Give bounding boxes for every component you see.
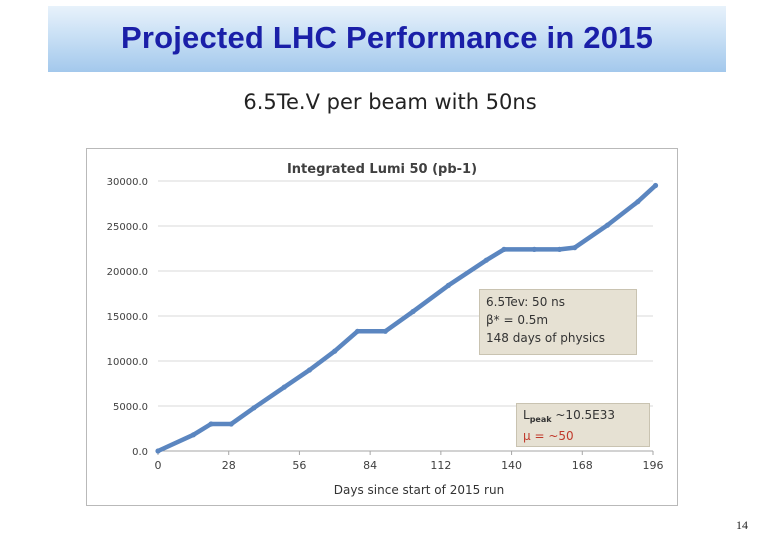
pileup-line: μ = ~50 (523, 429, 574, 443)
page-number: 14 (736, 518, 748, 532)
peak-luminosity-line: Lpeak ~10.5E33 (523, 407, 643, 428)
data-point (281, 384, 287, 390)
x-tick-label: 112 (430, 459, 451, 472)
data-point (501, 246, 507, 252)
chart-series (155, 182, 659, 454)
data-point (306, 367, 313, 373)
data-point (208, 421, 214, 427)
data-point (410, 308, 416, 315)
data-point (531, 246, 537, 252)
x-tick-label: 168 (572, 459, 593, 472)
x-tick-label: 140 (501, 459, 522, 472)
x-tick-label: 196 (643, 459, 664, 472)
data-point (332, 348, 338, 354)
slide-title: Projected LHC Performance in 2015 (120, 20, 654, 55)
y-tick-label: 25000.0 (107, 222, 148, 233)
x-tick-label: 0 (155, 459, 162, 472)
data-point (251, 405, 257, 411)
data-point (190, 432, 196, 438)
y-tick-label: 5000.0 (113, 402, 148, 413)
x-tick-label: 56 (292, 459, 306, 472)
beam-config-annotation: 6.5Tev: 50 ns β* = 0.5m 148 days of phys… (479, 289, 637, 355)
data-point (604, 222, 611, 228)
luminosity-annotation: Lpeak ~10.5E33 μ = ~50 (516, 403, 650, 447)
x-tick-label: 84 (363, 459, 377, 472)
title-banner: Projected LHC Performance in 2015 (48, 6, 726, 72)
data-point (228, 421, 234, 427)
y-tick-label: 0.0 (132, 447, 148, 458)
data-point (556, 246, 563, 252)
y-tick-label: 15000.0 (107, 312, 148, 323)
chart-title: Integrated Lumi 50 (pb-1) (287, 162, 477, 177)
y-tick-label: 10000.0 (107, 357, 148, 368)
x-axis-label: Days since start of 2015 run (334, 483, 504, 497)
data-point (382, 328, 388, 334)
data-point (635, 199, 641, 205)
lpeak-symbol: L (523, 408, 530, 422)
config-line-beta: β* = 0.5m (486, 313, 549, 327)
data-point (445, 282, 452, 288)
data-point (354, 328, 361, 334)
data-point (652, 182, 659, 189)
config-line-days: 148 days of physics (486, 331, 605, 345)
data-point (155, 448, 161, 454)
y-tick-label: 20000.0 (107, 267, 148, 278)
data-point (572, 245, 578, 251)
chart-axes: 0.0 5000.0 10000.0 15000.0 20000.0 25000.0 300… (107, 177, 664, 472)
y-tick-label: 30000.0 (107, 177, 148, 188)
slide-subtitle: 6.5Te.V per beam with 50ns (243, 90, 537, 114)
data-point (483, 257, 489, 263)
x-tick-label: 28 (222, 459, 236, 472)
lpeak-value: ~10.5E33 (551, 408, 616, 422)
config-line-energy: 6.5Tev: 50 ns (486, 295, 566, 309)
lpeak-subscript: peak (529, 415, 552, 424)
